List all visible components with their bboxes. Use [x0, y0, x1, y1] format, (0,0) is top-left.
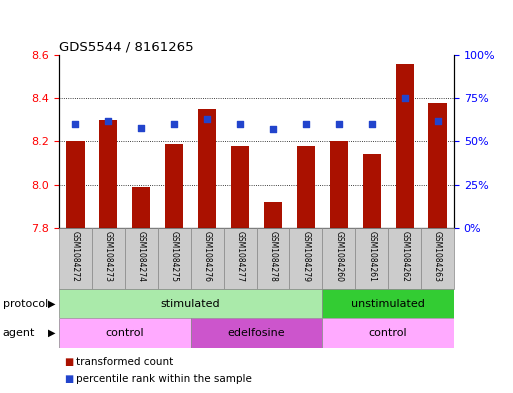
- Bar: [198, 109, 216, 228]
- Bar: [396, 64, 413, 228]
- Text: GSM1084274: GSM1084274: [137, 231, 146, 282]
- Text: edelfosine: edelfosine: [228, 328, 285, 338]
- Text: protocol: protocol: [3, 299, 48, 309]
- Bar: [191, 228, 224, 289]
- Text: ■: ■: [64, 374, 73, 384]
- Text: agent: agent: [3, 328, 35, 338]
- Point: [269, 126, 277, 132]
- Text: percentile rank within the sample: percentile rank within the sample: [76, 374, 252, 384]
- Point: [334, 121, 343, 127]
- Bar: [125, 228, 158, 289]
- Text: control: control: [106, 328, 144, 338]
- Bar: [289, 228, 322, 289]
- Bar: [100, 120, 117, 228]
- Text: control: control: [369, 328, 407, 338]
- Bar: [256, 228, 289, 289]
- Bar: [322, 318, 454, 348]
- Point: [104, 118, 112, 124]
- Point: [368, 121, 376, 127]
- Text: GSM1084273: GSM1084273: [104, 231, 113, 282]
- Bar: [59, 289, 322, 318]
- Point: [137, 125, 145, 131]
- Text: unstimulated: unstimulated: [351, 299, 425, 309]
- Bar: [264, 202, 282, 228]
- Point: [170, 121, 179, 127]
- Text: GSM1084278: GSM1084278: [268, 231, 278, 282]
- Text: GSM1084277: GSM1084277: [235, 231, 245, 282]
- Text: GSM1084272: GSM1084272: [71, 231, 80, 282]
- Text: GSM1084261: GSM1084261: [367, 231, 376, 282]
- Text: GDS5544 / 8161265: GDS5544 / 8161265: [59, 41, 193, 54]
- Text: GSM1084263: GSM1084263: [433, 231, 442, 282]
- Point: [71, 121, 80, 127]
- Bar: [66, 141, 85, 228]
- Bar: [224, 228, 256, 289]
- Text: GSM1084262: GSM1084262: [400, 231, 409, 282]
- Bar: [132, 187, 150, 228]
- Text: ■: ■: [64, 356, 73, 367]
- Bar: [388, 228, 421, 289]
- Bar: [297, 146, 315, 228]
- Point: [236, 121, 244, 127]
- Bar: [322, 228, 355, 289]
- Text: transformed count: transformed count: [76, 356, 173, 367]
- Bar: [330, 141, 348, 228]
- Bar: [355, 228, 388, 289]
- Point: [433, 118, 442, 124]
- Text: GSM1084260: GSM1084260: [334, 231, 343, 282]
- Bar: [421, 228, 454, 289]
- Point: [302, 121, 310, 127]
- Bar: [322, 289, 454, 318]
- Bar: [231, 146, 249, 228]
- Bar: [165, 144, 183, 228]
- Bar: [428, 103, 447, 228]
- Text: ▶: ▶: [48, 299, 55, 309]
- Bar: [59, 228, 92, 289]
- Point: [401, 95, 409, 101]
- Bar: [158, 228, 191, 289]
- Text: GSM1084279: GSM1084279: [301, 231, 310, 282]
- Point: [203, 116, 211, 122]
- Text: GSM1084275: GSM1084275: [170, 231, 179, 282]
- Bar: [59, 318, 191, 348]
- Bar: [191, 318, 322, 348]
- Bar: [363, 154, 381, 228]
- Bar: [92, 228, 125, 289]
- Text: ▶: ▶: [48, 328, 55, 338]
- Text: GSM1084276: GSM1084276: [203, 231, 212, 282]
- Text: stimulated: stimulated: [161, 299, 221, 309]
